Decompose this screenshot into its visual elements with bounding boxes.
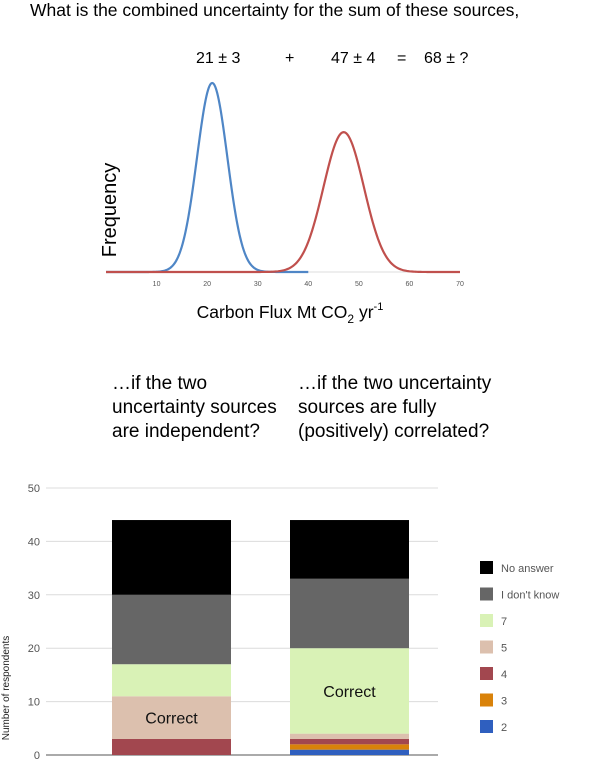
frequency-axis-label: Frequency: [99, 163, 121, 258]
y-tick-label: 50: [28, 483, 40, 495]
bar-segment: [112, 696, 231, 739]
legend-label: 3: [501, 696, 507, 708]
dist-x-tick-label: 10: [153, 281, 161, 288]
bar-segment: [290, 520, 409, 579]
equation-equals: =: [397, 50, 407, 67]
legend-swatch: [480, 640, 493, 654]
bar-segment: [290, 648, 409, 734]
legend-label: I don't know: [501, 590, 559, 602]
question-title: What is the combined uncertainty for the…: [30, 0, 520, 20]
y-tick-label: 30: [28, 590, 40, 602]
y-tick-label: 0: [34, 750, 40, 761]
legend-label: 2: [501, 722, 507, 734]
legend-label: 5: [501, 643, 507, 655]
sub-question-independent: …if the two uncertainty sources are inde…: [112, 373, 277, 442]
legend-label: 7: [501, 616, 507, 628]
bar-segment: [290, 578, 409, 649]
carbon-flux-axis-label: Carbon Flux Mt CO2 yr-1: [197, 301, 384, 326]
equation-result: 68 ± ?: [424, 50, 469, 67]
y-tick-label: 10: [28, 697, 40, 709]
bar-segment: [290, 744, 409, 750]
bar-segment: [290, 738, 409, 745]
bar-segment: [112, 594, 231, 665]
bar-segment: [112, 664, 231, 697]
dist-x-tick-label: 20: [203, 281, 211, 288]
bar-segment: [112, 738, 231, 755]
y-tick-label: 40: [28, 536, 40, 548]
equation-term-2: 47 ± 4: [331, 50, 376, 67]
dist-x-tick-label: 60: [406, 281, 414, 288]
legend-label: 4: [501, 669, 507, 681]
equation-plus: +: [285, 50, 295, 67]
sub-question-correlated: …if the two uncertainty sources are full…: [298, 373, 492, 442]
legend-swatch: [480, 561, 493, 574]
correct-annotation: Correct: [145, 711, 198, 728]
equation-term-1: 21 ± 3: [196, 50, 241, 67]
dist-x-tick-label: 50: [355, 281, 363, 288]
y-tick-label: 20: [28, 643, 40, 655]
distribution-curve-2: [106, 131, 460, 274]
legend-swatch: [480, 720, 493, 733]
distribution-curve-1: [106, 81, 309, 274]
respondents-bar-chart: Number of respondents 0 10 20 30 40 50 Correc…: [1, 483, 559, 761]
dist-x-tick-label: 40: [304, 281, 312, 288]
correct-annotation: Correct: [323, 684, 376, 701]
legend-swatch: [480, 693, 493, 707]
legend-swatch: [480, 587, 493, 601]
bar-segment: [290, 749, 409, 755]
legend-label: No answer: [501, 563, 554, 575]
legend-swatch: [480, 614, 493, 627]
bar-segment: [290, 733, 409, 739]
bar-segment: [112, 520, 231, 595]
legend-swatch: [480, 667, 493, 680]
respondents-axis-label: Number of respondents: [1, 636, 12, 741]
dist-x-tick-label: 70: [456, 281, 464, 288]
distribution-chart: Frequency 10 20 30 40 50 60 70 Carbon Flux Mt …: [99, 81, 464, 326]
dist-x-tick-label: 30: [254, 281, 262, 288]
